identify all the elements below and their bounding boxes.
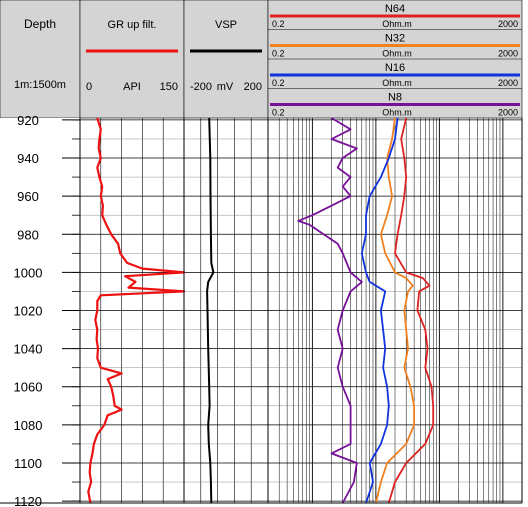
gr-max-label: 150 bbox=[160, 81, 178, 93]
res-unit: Ohm.m bbox=[382, 108, 412, 118]
vsp-header-cell bbox=[183, 0, 269, 119]
res-unit: Ohm.m bbox=[382, 49, 412, 59]
depth-title: Depth bbox=[24, 17, 56, 31]
resistivity-grid bbox=[267, 118, 523, 503]
vsp-grid bbox=[184, 118, 268, 503]
vsp-title: VSP bbox=[215, 19, 237, 31]
vsp-min-label: -200 bbox=[190, 81, 212, 93]
res-max-label: 2000 bbox=[498, 19, 518, 29]
vsp-max-label: 200 bbox=[244, 81, 262, 93]
depth-tick-label: 1060 bbox=[14, 380, 43, 395]
res-max-label: 2000 bbox=[498, 108, 518, 118]
res-min-label: 0.2 bbox=[272, 49, 285, 59]
depth-scale: 1m:1500m bbox=[14, 79, 66, 91]
gr-title: GR up filt. bbox=[108, 19, 157, 31]
depth-tick-label: 1100 bbox=[14, 456, 42, 471]
plot-area: 920 940 960 980 1000 1020 1040 1060 1080 1100 1120 bbox=[0, 113, 523, 507]
res-max-label: 2000 bbox=[498, 78, 518, 88]
gr-min-label: 0 bbox=[86, 81, 92, 93]
res-curve-name: N8 bbox=[388, 92, 402, 104]
res-unit: Ohm.m bbox=[382, 19, 412, 29]
res-min-label: 0.2 bbox=[272, 78, 285, 88]
res-curve-name: N32 bbox=[385, 33, 405, 45]
depth-tick-label: 920 bbox=[17, 113, 39, 128]
gr-header-cell bbox=[79, 0, 185, 119]
depth-header-cell bbox=[0, 0, 81, 119]
depth-tick-label: 1040 bbox=[14, 342, 43, 357]
res-curve-n32 bbox=[375, 117, 416, 504]
depth-tick-label: 960 bbox=[17, 189, 39, 204]
depth-tick-label: 1000 bbox=[14, 265, 43, 280]
vsp-unit: mV bbox=[217, 81, 234, 93]
gr-grid bbox=[80, 118, 184, 503]
gr-unit: API bbox=[123, 81, 141, 93]
depth-tick-label: 1020 bbox=[14, 304, 43, 319]
res-curve-name: N16 bbox=[385, 62, 405, 74]
res-curve-n64 bbox=[387, 117, 435, 504]
gr-curve bbox=[87, 117, 186, 504]
res-min-label: 0.2 bbox=[272, 19, 285, 29]
depth-tick-label: 940 bbox=[17, 151, 39, 166]
header: Depth 1m:1500m GR up filt. 0 API 150 VSP… bbox=[0, 0, 523, 119]
depth-tick-label: 1080 bbox=[14, 418, 43, 433]
res-curve-n8 bbox=[297, 117, 363, 504]
res-min-label: 0.2 bbox=[272, 108, 285, 118]
res-unit: Ohm.m bbox=[382, 78, 412, 88]
vsp-curve bbox=[206, 117, 215, 504]
depth-tick-label: 980 bbox=[17, 227, 39, 242]
resistivity-header-rows: N64 0.2 Ohm.m 2000 N32 0.2 Ohm.m 2000 N16 0.2 Ohm.… bbox=[268, 3, 522, 118]
res-curve-name: N64 bbox=[385, 3, 405, 15]
res-max-label: 2000 bbox=[498, 49, 518, 59]
res-curve-n16 bbox=[360, 117, 399, 504]
depth-tick-label: 1120 bbox=[14, 494, 42, 507]
curves bbox=[87, 117, 435, 504]
depth-ticks: 920 940 960 980 1000 1020 1040 1060 1080 1100 1120 bbox=[14, 113, 80, 507]
